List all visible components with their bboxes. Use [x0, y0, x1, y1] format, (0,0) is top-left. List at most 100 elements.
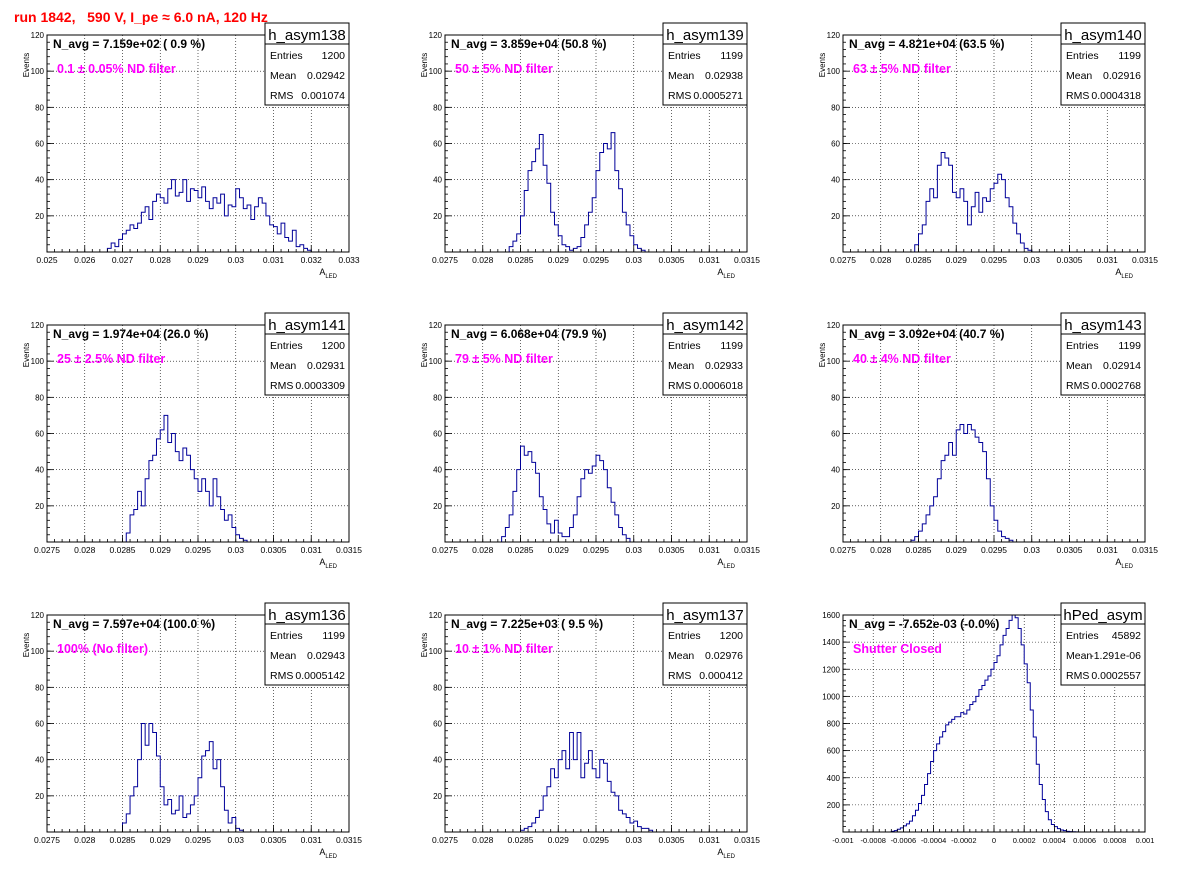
- stats-value: 0.0002557: [1091, 670, 1141, 682]
- stats-box-frame: [662, 22, 748, 106]
- x-axis-label: ALED: [1115, 557, 1133, 570]
- x-tick-label: 0.031: [1097, 255, 1119, 265]
- stats-label: RMS: [270, 90, 293, 102]
- panel-h_asym138: 0.025 0.026 0.027 0.028 0.029 0.03 0.031 0.032 0…: [22, 22, 360, 280]
- stats-value: 1199: [1118, 340, 1141, 352]
- x-tick-label: 0.028: [74, 545, 96, 555]
- stats-label: Mean: [668, 360, 694, 372]
- y-axis-label: Events: [22, 343, 31, 367]
- y-tick-label: 100: [31, 67, 45, 76]
- x-tick-label: 0.0295: [185, 835, 211, 845]
- histogram-name: h_asym137: [666, 607, 744, 624]
- stats-box-frame: [1060, 22, 1146, 106]
- stats-label: Mean: [270, 650, 296, 662]
- stats-value: 0.0003309: [295, 380, 345, 392]
- x-tick-label: 0.031: [301, 545, 323, 555]
- y-tick-label: 80: [35, 103, 44, 112]
- stats-label: Entries: [668, 340, 701, 352]
- stats-box: h_asym140 Entries 1199 Mean 0.02916 RMS 0.0004…: [1060, 22, 1146, 106]
- histogram-hPed_asym: [888, 614, 1080, 833]
- filter-label: 50 ± 5% ND filter: [455, 62, 553, 76]
- navg-label: N_avg = 6.068e+04 (79.9 %): [451, 327, 606, 341]
- stats-label: Entries: [1066, 630, 1099, 642]
- stats-value: 0.02933: [705, 360, 743, 372]
- stats-value: 0.02914: [1103, 360, 1141, 372]
- y-tick-label: 120: [31, 321, 45, 330]
- x-tick-label: -0.0004: [921, 836, 946, 845]
- stats-value: 1199: [322, 630, 345, 642]
- x-axis-label: ALED: [319, 557, 337, 570]
- navg-label: N_avg = 7.159e+02 ( 0.9 %): [53, 37, 205, 51]
- stats-label: RMS: [270, 380, 293, 392]
- x-tick-label: 0.028: [870, 545, 892, 555]
- stats-label: Entries: [668, 630, 701, 642]
- stats-value: 0.001074: [301, 90, 345, 102]
- y-tick-label: 120: [31, 611, 45, 620]
- x-tick-label: 0.031: [699, 835, 721, 845]
- navg-label: N_avg = -7.652e-03 (-0.0%): [849, 617, 999, 631]
- x-tick-label: -0.001: [832, 836, 853, 845]
- stats-box: h_asym137 Entries 1200 Mean 0.02976 RMS 0.0004…: [662, 602, 748, 686]
- stats-value: 0.02931: [307, 360, 345, 372]
- x-tick-label: 0.0295: [583, 835, 609, 845]
- x-tick-label: 0.0285: [110, 545, 136, 555]
- x-tick-label: 0.03: [227, 255, 244, 265]
- panel-h_asym139: 0.0275 0.028 0.0285 0.029 0.0295 0.03 0.0305 0.…: [420, 22, 760, 280]
- histogram-name: hPed_asym: [1063, 607, 1142, 624]
- x-tick-label: 0.0295: [583, 255, 609, 265]
- y-tick-label: 100: [31, 357, 45, 366]
- panel-h_asym141: 0.0275 0.028 0.0285 0.029 0.0295 0.03 0.0305 0.…: [22, 312, 362, 570]
- panel-h_asym143: 0.0275 0.028 0.0285 0.029 0.0295 0.03 0.0305 0.…: [818, 312, 1158, 570]
- x-tick-label: 0.0305: [261, 545, 287, 555]
- y-tick-label: 60: [433, 720, 442, 729]
- x-tick-label: 0.029: [548, 545, 570, 555]
- y-tick-label: 80: [831, 393, 840, 402]
- y-tick-label: 100: [31, 647, 45, 656]
- histogram-h_asym136: [122, 723, 244, 832]
- stats-value: 1199: [1118, 50, 1141, 62]
- stats-value: 0.0005271: [693, 90, 743, 102]
- x-tick-label: 0.0275: [432, 545, 458, 555]
- y-tick-label: 80: [35, 683, 44, 692]
- stats-box-frame: [662, 602, 748, 686]
- stats-value: 0.02942: [307, 70, 345, 82]
- panel-h_asym136: 0.0275 0.028 0.0285 0.029 0.0295 0.03 0.0305 0.…: [22, 602, 362, 860]
- stats-box-frame: [1060, 602, 1146, 686]
- stats-value: 1199: [720, 340, 743, 352]
- panel-h_asym142: 0.0275 0.028 0.0285 0.029 0.0295 0.03 0.0305 0.…: [420, 312, 760, 570]
- x-tick-label: 0.029: [946, 545, 968, 555]
- x-tick-label: 0.0315: [734, 255, 760, 265]
- x-tick-label: 0.028: [472, 545, 494, 555]
- stats-box: h_asym143 Entries 1199 Mean 0.02914 RMS 0.0002…: [1060, 312, 1146, 396]
- stats-box: h_asym139 Entries 1199 Mean 0.02938 RMS 0.0005…: [662, 22, 748, 106]
- y-tick-label: 20: [433, 212, 442, 221]
- y-tick-label: 100: [429, 357, 443, 366]
- stats-box-frame: [264, 22, 350, 106]
- navg-label: N_avg = 1.974e+04 (26.0 %): [53, 327, 208, 341]
- stats-label: RMS: [270, 670, 293, 682]
- y-tick-label: 40: [35, 176, 44, 185]
- y-tick-label: 40: [35, 756, 44, 765]
- stats-label: Mean: [668, 70, 694, 82]
- stats-label: Entries: [668, 50, 701, 62]
- histogram-name: h_asym143: [1064, 317, 1142, 334]
- grid-lines: [843, 35, 1145, 252]
- x-tick-label: 0: [992, 836, 996, 845]
- x-tick-label: 0.029: [150, 545, 172, 555]
- x-tick-label: 0.0305: [659, 545, 685, 555]
- stats-value: 0.0005142: [295, 670, 345, 682]
- stats-box: h_asym142 Entries 1199 Mean 0.02933 RMS 0.0006…: [662, 312, 748, 396]
- y-tick-label: 120: [429, 611, 443, 620]
- x-tick-label: 0.0295: [583, 545, 609, 555]
- x-tick-label: 0.0315: [336, 835, 362, 845]
- y-tick-label: 1000: [822, 692, 840, 701]
- y-axis-label: Events: [818, 343, 827, 367]
- x-tick-label: 0.0285: [508, 835, 534, 845]
- navg-label: N_avg = 7.597e+04 (100.0 %): [53, 617, 215, 631]
- y-tick-label: 100: [827, 67, 841, 76]
- y-tick-label: 20: [35, 502, 44, 511]
- y-axis-label: Events: [22, 53, 31, 77]
- x-tick-label: 0.025: [36, 255, 58, 265]
- stats-label: Entries: [1066, 50, 1099, 62]
